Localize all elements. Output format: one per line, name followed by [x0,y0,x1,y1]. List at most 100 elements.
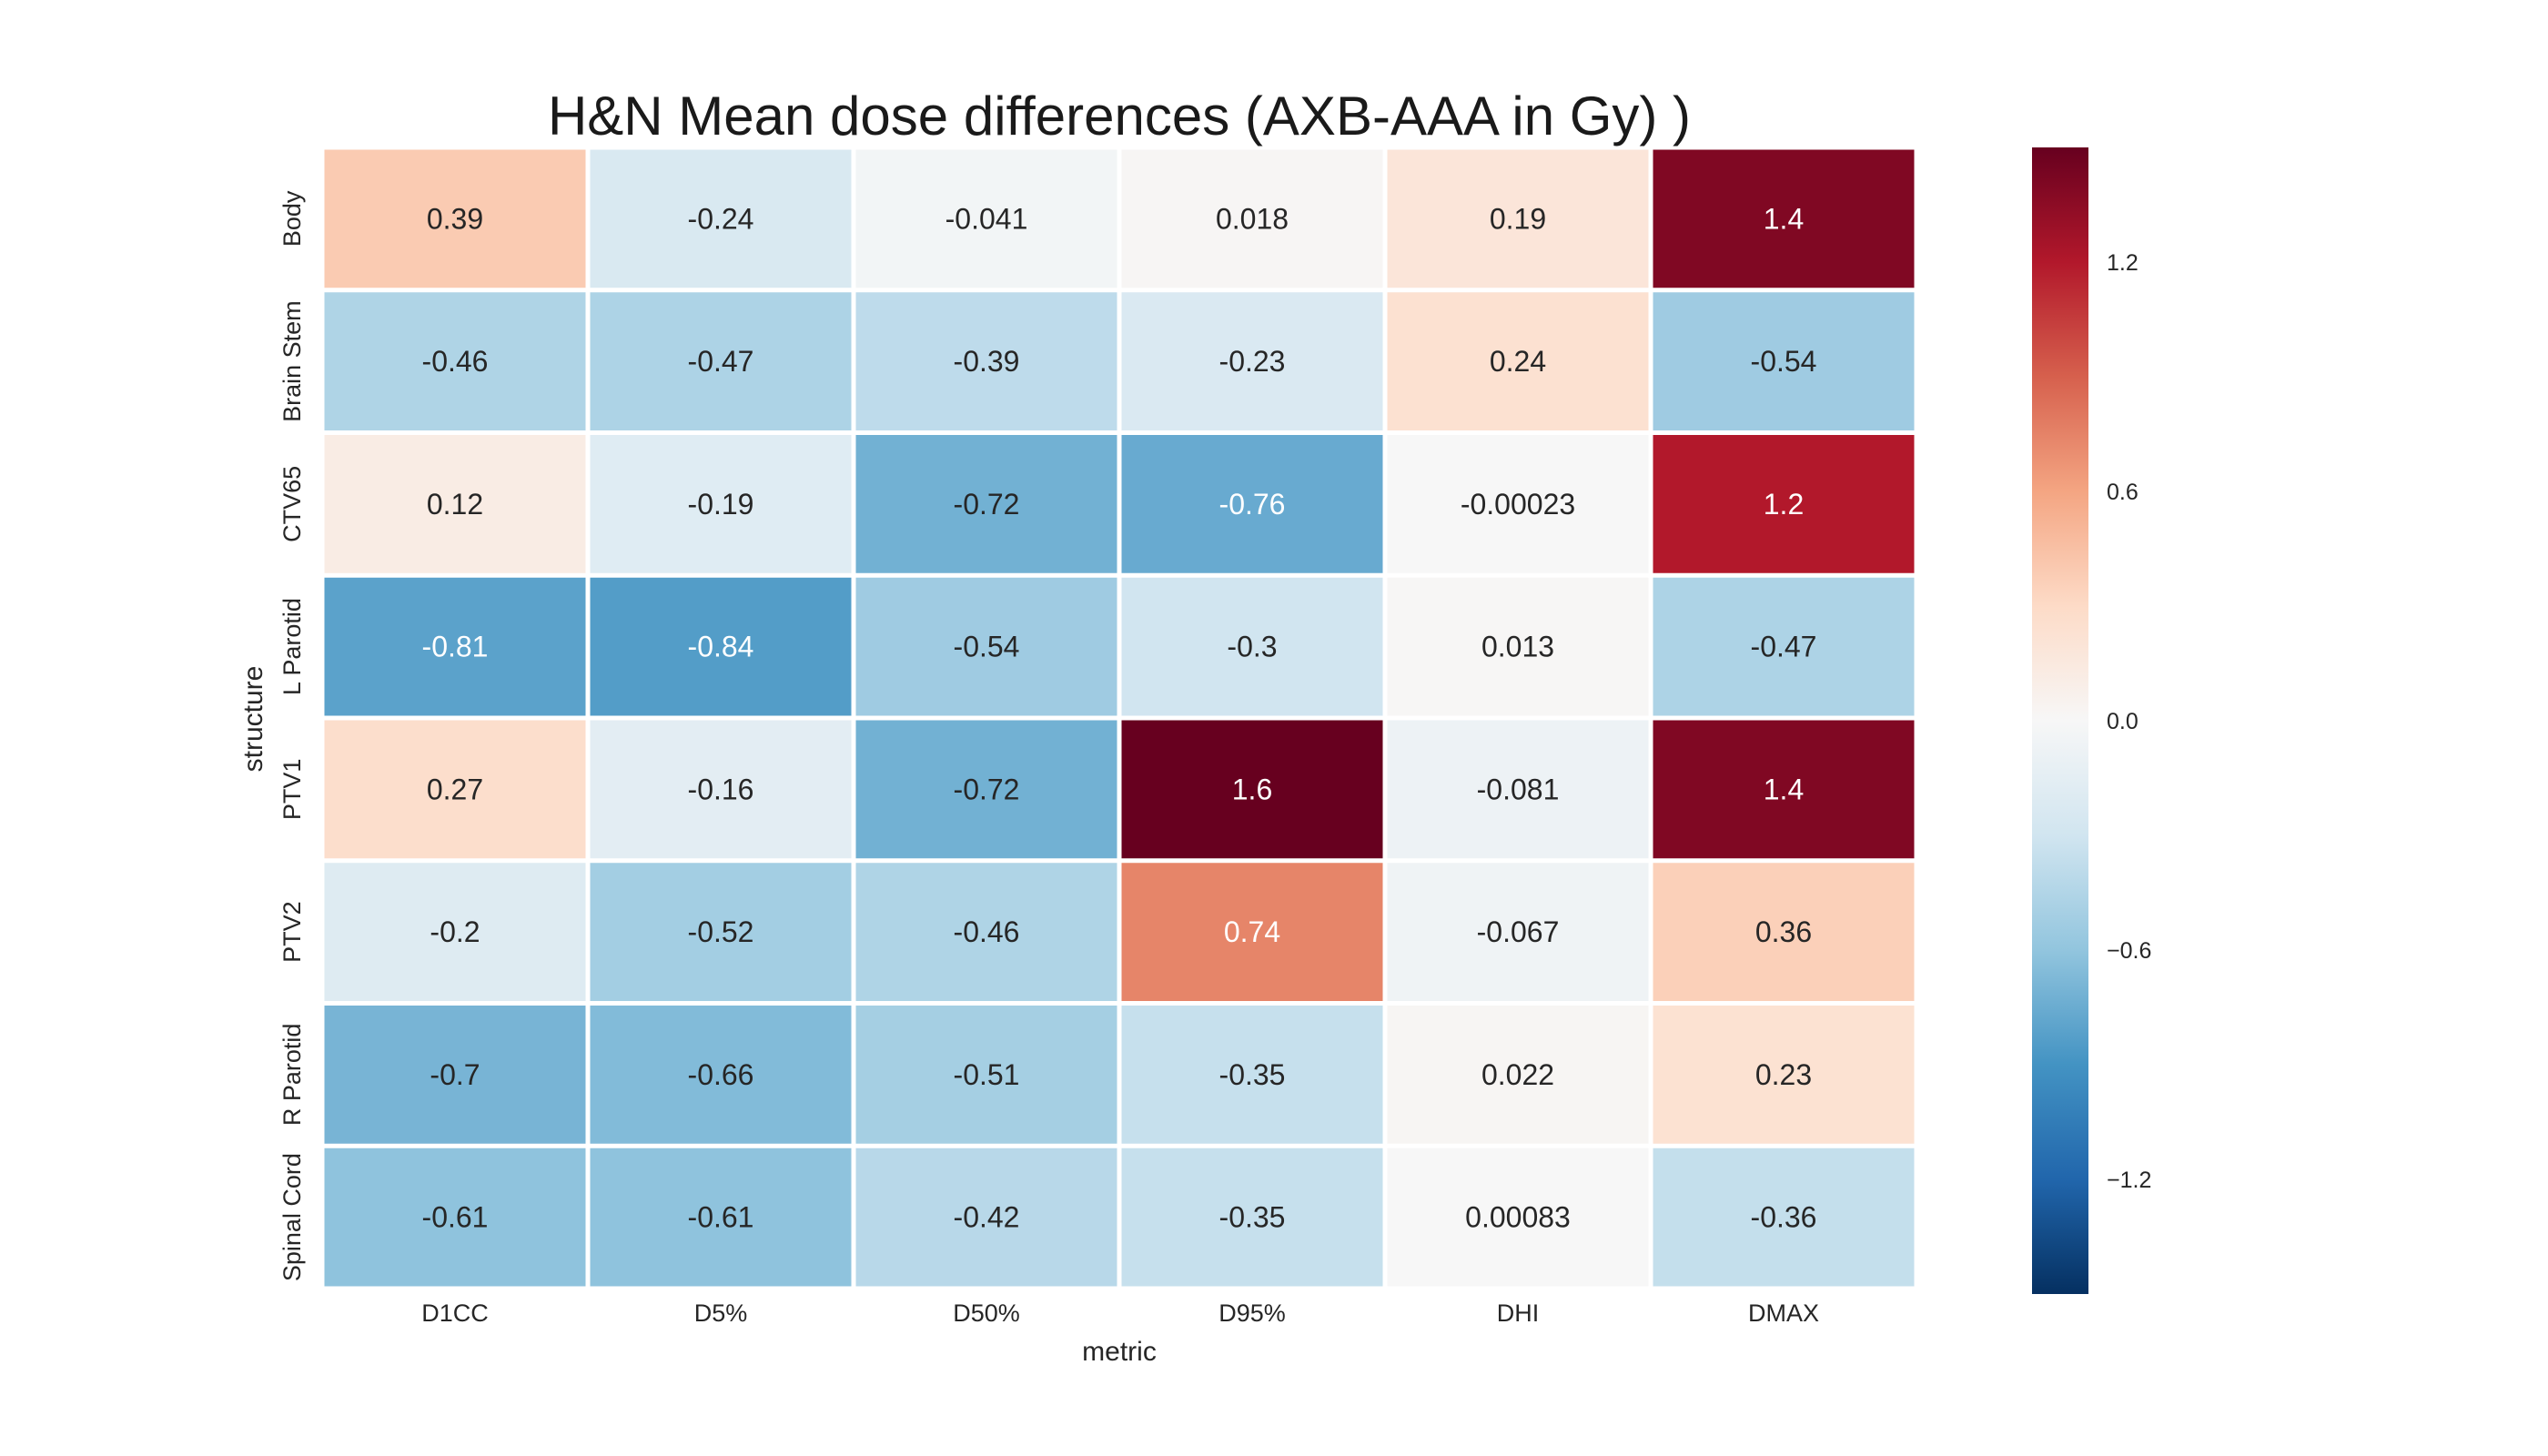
heatmap-cell [1387,292,1649,430]
cell-value-label: 0.39 [427,202,483,235]
cell-value-label: -0.36 [1751,1201,1817,1234]
heatmap-cell [324,720,586,859]
y-tick-label: R Parotid [278,1024,306,1127]
heatmap-cell [1653,292,1915,430]
x-tick-label: DHI [1497,1299,1540,1327]
heatmap-cell [1653,720,1915,859]
heatmap-cell [855,577,1117,716]
cell-value-label: -0.72 [954,773,1020,805]
heatmap-cell [1121,577,1383,716]
y-axis-label: structure [238,666,268,773]
heatmap-cell [590,1148,852,1287]
cell-value-label: -0.47 [1751,631,1817,663]
heatmap-cell [324,292,586,430]
cell-value-label: -0.2 [430,915,480,948]
heatmap-cell [855,292,1117,430]
cell-value-label: 1.4 [1764,202,1804,235]
cell-value-label: -0.23 [1219,345,1286,378]
cell-value-label: -0.7 [430,1058,480,1091]
heatmap-cell [1653,435,1915,573]
heatmap-cell [1387,863,1649,1001]
cell-value-label: 1.6 [1232,773,1272,805]
cell-value-label: -0.46 [422,345,489,378]
cell-value-label: -0.35 [1219,1058,1286,1091]
cell-value-label: -0.39 [954,345,1020,378]
y-tick-label: L Parotid [278,598,306,695]
colorbar-tick-label: −1.2 [2107,1168,2151,1193]
heatmap-cell [1121,1006,1383,1144]
cell-value-label: -0.3 [1227,631,1277,663]
cell-value-label: 0.013 [1481,631,1554,663]
cell-value-label: -0.46 [954,915,1020,948]
colorbar-ticks: 1.2 0.6 0.0 −0.6 −1.2 [2107,250,2151,1193]
heatmap-cell [1387,1006,1649,1144]
y-tick-label: PTV1 [278,759,306,821]
heatmap-cell [324,577,586,716]
heatmap-cell [590,720,852,859]
heatmap-cell [590,292,852,430]
heatmap-cell [1121,863,1383,1001]
cell-value-label: 0.24 [1490,345,1546,378]
y-tick-label: Body [278,190,306,247]
colorbar-tick-label: 0.0 [2107,709,2138,734]
heatmap-cell [1121,435,1383,573]
x-tick-label: DMAX [1748,1299,1819,1327]
cell-value-label: -0.81 [422,631,489,663]
heatmap-cell [324,435,586,573]
heatmap-cell [855,1006,1117,1144]
cell-value-label: -0.42 [954,1201,1020,1234]
y-tick-label: Brain Stem [278,300,306,422]
x-tick-label: D95% [1218,1299,1286,1327]
colorbar-tick-label: −0.6 [2107,938,2151,964]
heatmap-cell [590,863,852,1001]
cell-value-label: 0.36 [1755,915,1812,948]
cell-value-label: 0.00083 [1465,1201,1571,1234]
y-tick-label: Spinal Cord [278,1153,306,1281]
cell-value-label: -0.24 [688,202,754,235]
heatmap-cell [1653,149,1915,288]
cell-value-label: -0.00023 [1461,488,1575,521]
heatmap-cell [855,435,1117,573]
heatmap-cell [1387,149,1649,288]
heatmap-cell [590,577,852,716]
x-tick-labels: D1CC D5% D50% D95% DHI DMAX [421,1299,1819,1327]
cell-value-label: 0.19 [1490,202,1546,235]
heatmap-cell [855,1148,1117,1287]
cell-value-label: 0.74 [1224,915,1280,948]
heatmap-cell [1653,863,1915,1001]
cell-value-label: -0.35 [1219,1201,1286,1234]
heatmap-cell [855,863,1117,1001]
heatmap-cell [1653,1006,1915,1144]
heatmap-cell [590,1006,852,1144]
heatmap-cell [1387,435,1649,573]
chart-title: H&N Mean dose differences (AXB-AAA in Gy… [548,86,1691,147]
x-axis-label: metric [1082,1337,1157,1367]
cell-value-label: 0.12 [427,488,483,521]
heatmap-cell [1121,292,1383,430]
cell-value-labels: 0.39 -0.24 -0.041 0.018 0.19 1.4 -0.46 -0.47 -0.… [422,202,1817,1233]
cell-value-label: 1.2 [1764,488,1804,521]
cell-value-label: -0.54 [1751,345,1817,378]
heatmap-cell [1387,720,1649,859]
cell-value-label: -0.51 [954,1058,1020,1091]
heatmap-cell [1653,1148,1915,1287]
heatmap-cell [1387,1148,1649,1287]
y-tick-label: PTV2 [278,901,306,963]
cell-value-label: -0.19 [688,488,754,521]
heatmap-cell [324,1006,586,1144]
cell-value-label: -0.16 [688,773,754,805]
cell-value-label: 1.4 [1764,773,1804,805]
cell-value-label: -0.84 [688,631,754,663]
heatmap-cell [324,149,586,288]
cell-value-label: -0.47 [688,345,754,378]
colorbar-tick-label: 1.2 [2107,250,2138,276]
heatmap-cell [1121,720,1383,859]
heatmap-cell [855,149,1117,288]
cell-value-label: -0.76 [1219,488,1286,521]
heatmap-cell [1387,577,1649,716]
cell-value-label: 0.23 [1755,1058,1812,1091]
colorbar-tick-label: 0.6 [2107,480,2138,505]
cell-value-label: -0.081 [1477,773,1560,805]
cell-value-label: -0.067 [1477,915,1560,948]
